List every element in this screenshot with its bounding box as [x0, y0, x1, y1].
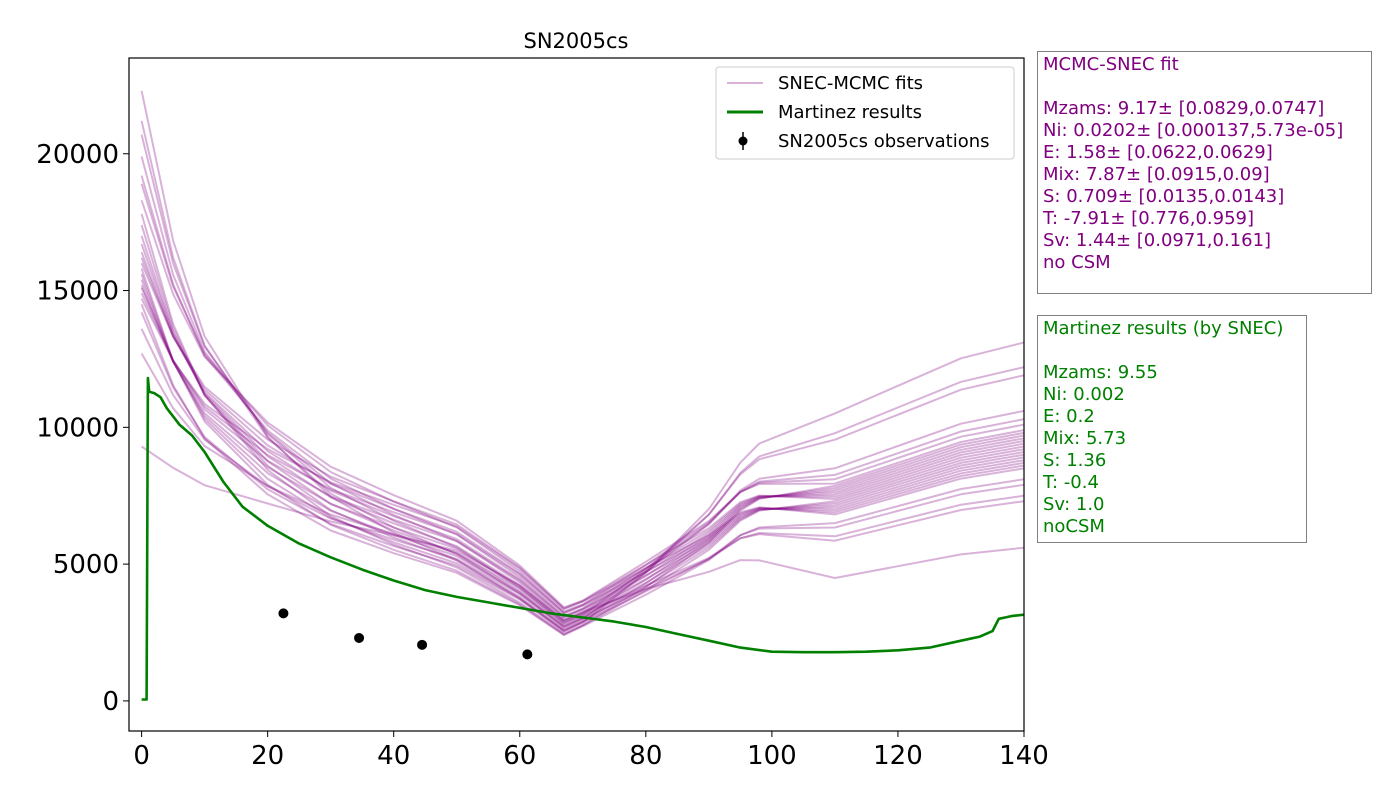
- martinez-param-mzams: Mzams: 9.55: [1043, 362, 1158, 383]
- x-tick-label: 100: [747, 741, 797, 771]
- y-tick-label: 10000: [36, 413, 119, 443]
- mcmc-fit-curve: [140, 287, 1024, 619]
- y-tick-label: 5000: [53, 550, 119, 580]
- mcmc-fit-curve: [140, 353, 1024, 624]
- mcmc-fit-curves: [140, 90, 1024, 637]
- x-tick-label: 80: [629, 741, 662, 771]
- mcmc-fit-curve: [140, 298, 1024, 611]
- observation-point: [417, 639, 428, 650]
- mcmc-param-ni: Ni: 0.0202± [0.000137,5.73e-05]: [1043, 120, 1344, 141]
- mcmc-fit-curve: [140, 199, 1024, 609]
- martinez-param-e: E: 0.2: [1043, 406, 1095, 427]
- mcmc-fit-curve: [140, 134, 1024, 625]
- martinez-box-spacer: [1043, 340, 1301, 362]
- mcmc-fit-curve: [140, 243, 1024, 623]
- martinez-results-box: Martinez results (by SNEC) Mzams: 9.55 N…: [1037, 315, 1307, 543]
- mcmc-fit-curve: [140, 235, 1024, 627]
- mcmc-fit-curve: [140, 90, 1024, 633]
- x-tick-label: 120: [873, 741, 923, 771]
- mcmc-param-csm: no CSM: [1043, 252, 1111, 273]
- observation-point: [278, 608, 289, 619]
- mcmc-fit-curve: [140, 183, 1024, 613]
- mcmc-fit-curve: [140, 273, 1024, 632]
- chart-legend: SNEC-MCMC fits Martinez results SN2005cs…: [715, 66, 1015, 160]
- mcmc-fit-curve: [140, 251, 1024, 618]
- martinez-curve-layer: [141, 376, 1024, 701]
- martinez-param-csm: noCSM: [1043, 516, 1105, 537]
- mcmc-fit-curve: [140, 292, 1024, 615]
- mcmc-fit-curve: [140, 120, 1024, 629]
- mcmc-fit-curve: [140, 328, 1024, 628]
- observation-point: [522, 649, 533, 660]
- mcmc-fit-curve: [140, 175, 1024, 617]
- x-tick-label: 20: [251, 741, 284, 771]
- x-tick-label: 40: [377, 741, 410, 771]
- mcmc-param-mix: Mix: 7.87± [0.0915,0.09]: [1043, 164, 1270, 185]
- mcmc-fit-curve: [140, 224, 1024, 631]
- mcmc-param-s: S: 0.709± [0.0135,0.0143]: [1043, 186, 1285, 207]
- x-tick-label: 140: [999, 741, 1049, 771]
- mcmc-fit-curve: [140, 303, 1024, 637]
- martinez-param-ni: Ni: 0.002: [1043, 384, 1125, 405]
- mcmc-fit-curve: [140, 262, 1024, 610]
- y-axis: 0 5000 10000 15000 20000: [36, 140, 129, 717]
- y-tick-label: 20000: [36, 140, 119, 170]
- martinez-param-s: S: 1.36: [1043, 450, 1107, 471]
- legend-swatch-observations-marker: [738, 136, 748, 146]
- mcmc-param-e: E: 1.58± [0.0622,0.0629]: [1043, 142, 1273, 163]
- mcmc-fit-curve: [140, 284, 1024, 623]
- plot-area-frame: [128, 57, 1025, 732]
- legend-label-observations: SN2005cs observations: [778, 131, 990, 152]
- x-tick-label: 0: [133, 741, 150, 771]
- y-tick-label: 0: [102, 687, 119, 717]
- y-tick-label: 15000: [36, 277, 119, 307]
- martinez-box-title: Martinez results (by SNEC): [1043, 318, 1284, 339]
- mcmc-param-sv: Sv: 1.44± [0.0971,0.161]: [1043, 230, 1272, 251]
- mcmc-param-t: T: -7.91± [0.776,0.959]: [1043, 208, 1255, 229]
- legend-label-mcmc: SNEC-MCMC fits: [778, 73, 923, 94]
- martinez-curve: [141, 376, 1024, 701]
- martinez-param-sv: Sv: 1.0: [1043, 494, 1105, 515]
- mcmc-fit-curve: [140, 268, 1024, 636]
- mcmc-fit-curve: [140, 257, 1024, 614]
- mcmc-fit-curve: [140, 312, 1024, 632]
- observation-points: [278, 608, 533, 660]
- legend-label-martinez: Martinez results: [778, 102, 922, 123]
- legend-frame: [715, 66, 1015, 160]
- chart-title: SN2005cs: [524, 29, 629, 53]
- mcmc-param-mzams: Mzams: 9.17± [0.0829,0.0747]: [1043, 98, 1325, 119]
- x-tick-label: 60: [503, 741, 536, 771]
- mcmc-box-spacer: [1043, 76, 1366, 98]
- martinez-param-mix: Mix: 5.73: [1043, 428, 1127, 449]
- mcmc-fit-curve: [140, 279, 1024, 628]
- martinez-param-t: T: -0.4: [1043, 472, 1099, 493]
- observation-point: [354, 632, 365, 643]
- mcmc-fit-curve: [140, 213, 1024, 635]
- mcmc-box-title: MCMC-SNEC fit: [1043, 54, 1179, 75]
- mcmc-snec-fit-box: MCMC-SNEC fit Mzams: 9.17± [0.0829,0.074…: [1037, 51, 1372, 294]
- x-axis: 0 20 40 60 80 100 120 140: [133, 731, 1049, 771]
